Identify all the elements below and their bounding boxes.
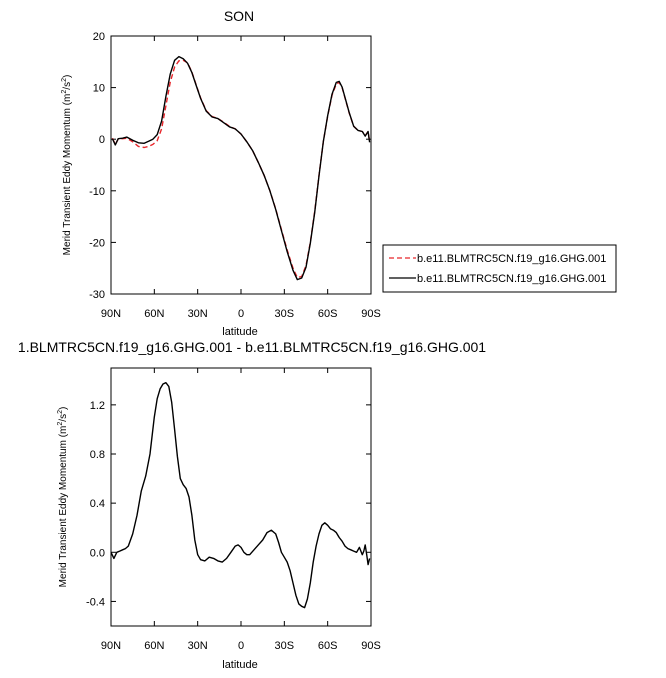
x-tick-label: 90S: [361, 640, 381, 652]
x-tick-label: 0: [238, 308, 244, 320]
y-axis-label: Merid Transient Eddy Momentum (m2/s2): [57, 407, 69, 588]
y-axis-label-close: ): [58, 407, 69, 410]
y-tick-label: 0.8: [90, 449, 105, 461]
y-tick-label: -10: [89, 186, 105, 198]
legend: b.e11.BLMTRC5CN.f19_g16.GHG.001 b.e11.BL…: [382, 244, 617, 293]
series-line-0: [111, 59, 371, 279]
x-tick-label: 30S: [275, 640, 295, 652]
series-lines: [110, 382, 371, 609]
legend-label: b.e11.BLMTRC5CN.f19_g16.GHG.001: [417, 273, 606, 285]
legend-box: [382, 244, 617, 293]
y-tick-label: 1.2: [90, 400, 105, 412]
y-axis-label-main: Merid Transient Eddy Momentum (m: [58, 426, 69, 588]
x-tick-label: 30S: [275, 308, 295, 320]
y-axis: 1.2 0.8 0.4 0.0 -0.4: [86, 400, 371, 608]
y-tick-label: 0: [99, 134, 105, 146]
x-tick-label: 60S: [318, 640, 338, 652]
chart-title: 1.BLMTRC5CN.f19_g16.GHG.001 - b.e11.BLMT…: [18, 339, 486, 355]
legend-label: b.e11.BLMTRC5CN.f19_g16.GHG.001: [417, 253, 606, 265]
y-axis: 20 10 0 -10 -20 -30: [89, 31, 371, 301]
x-tick-label: 30N: [188, 308, 208, 320]
series-line-0: [110, 382, 371, 609]
y-axis-label-mid: /s: [58, 414, 69, 422]
x-tick-label: 0: [238, 640, 244, 652]
x-tick-label: 60S: [318, 308, 338, 320]
y-axis-label-sup: 2: [61, 90, 68, 94]
y-tick-label: 20: [93, 31, 105, 43]
y-axis-label-close: ): [62, 75, 73, 78]
series-lines: [111, 55, 371, 281]
panel-top: SON 20 10 0 -10 -20 -30 90N 60N 30N 0 30S 60S 90S l…: [61, 8, 617, 338]
y-axis-label-mid: /s: [62, 82, 73, 90]
y-axis-label-sup: 2: [57, 422, 64, 426]
x-tick-label: 90N: [101, 640, 121, 652]
x-tick-label: 90N: [101, 308, 121, 320]
plot-frame: [110, 367, 372, 627]
y-tick-label: -20: [89, 237, 105, 249]
y-axis-label-sup: 2: [61, 78, 68, 82]
y-axis-label-sup: 2: [57, 410, 64, 414]
y-tick-label: 0.0: [90, 547, 105, 559]
x-tick-label: 60N: [144, 308, 164, 320]
x-tick-label: 60N: [144, 640, 164, 652]
y-tick-label: 10: [93, 83, 105, 95]
x-axis: 90N 60N 30N 0 30S 60S 90S: [101, 36, 381, 320]
panel-bottom: 1.BLMTRC5CN.f19_g16.GHG.001 - b.e11.BLMT…: [18, 339, 486, 671]
plot-frame: [110, 35, 372, 295]
y-tick-label: -0.4: [86, 596, 105, 608]
y-axis-label: Merid Transient Eddy Momentum (m2/s2): [61, 75, 73, 256]
x-axis-label: latitude: [222, 326, 257, 338]
chart-title: SON: [224, 8, 254, 24]
x-tick-label: 30N: [188, 640, 208, 652]
y-tick-label: -30: [89, 289, 105, 301]
y-tick-label: 0.4: [90, 498, 105, 510]
x-axis-label: latitude: [222, 659, 257, 671]
x-tick-label: 90S: [361, 308, 381, 320]
x-axis: 90N 60N 30N 0 30S 60S 90S: [101, 368, 381, 652]
y-axis-label-main: Merid Transient Eddy Momentum (m: [62, 94, 73, 256]
series-line-1: [111, 55, 371, 281]
